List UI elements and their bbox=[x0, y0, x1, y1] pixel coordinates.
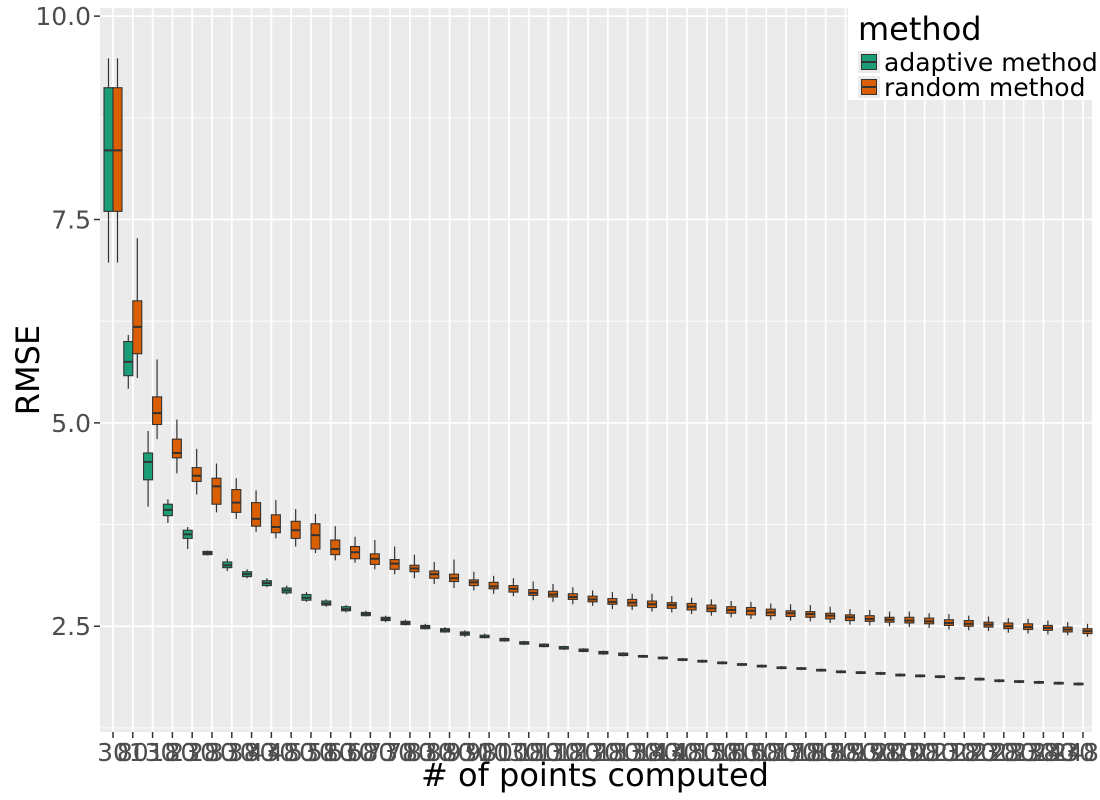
box-body bbox=[152, 396, 163, 426]
x-tick-label: 130 bbox=[129, 738, 177, 767]
x-tick-label: 580 bbox=[307, 738, 355, 767]
x-tick-label: 480 bbox=[267, 738, 315, 767]
x-tick-label: 630 bbox=[327, 738, 375, 767]
x-tick-label: 330 bbox=[208, 738, 256, 767]
x-tick-label: 1530 bbox=[675, 738, 739, 767]
x-tick-label: 530 bbox=[287, 738, 335, 767]
x-tick-label: 30 bbox=[97, 738, 129, 767]
x-tick-label: 1080 bbox=[497, 738, 561, 767]
box-body bbox=[270, 514, 281, 534]
legend-title: method bbox=[858, 10, 982, 48]
x-tick-label: 1830 bbox=[794, 738, 858, 767]
x-tick-label: 980 bbox=[465, 738, 513, 767]
box-body bbox=[330, 539, 341, 556]
plot-panel bbox=[100, 8, 1092, 732]
x-tick-label: 930 bbox=[445, 738, 493, 767]
y-tick-label: 7.5 bbox=[51, 206, 91, 235]
box-body bbox=[191, 467, 202, 482]
y-tick-label: 2.5 bbox=[51, 612, 91, 641]
x-tick-label: 2230 bbox=[952, 738, 1016, 767]
x-tick-label: 2480 bbox=[1051, 738, 1100, 767]
box-body bbox=[171, 438, 182, 459]
box-body bbox=[310, 523, 321, 550]
x-tick-label: 230 bbox=[168, 738, 216, 767]
y-tick-label: 5.0 bbox=[51, 409, 91, 438]
x-tick-label: 1030 bbox=[477, 738, 541, 767]
legend: method adaptive method random method bbox=[848, 4, 1098, 102]
x-tick-label: 1730 bbox=[754, 738, 818, 767]
box-plots bbox=[103, 58, 1093, 686]
x-tick-label: 2030 bbox=[873, 738, 937, 767]
y-tick-label: 10.0 bbox=[35, 2, 91, 31]
x-tick-label: 2180 bbox=[932, 738, 996, 767]
x-tick-label: 2130 bbox=[913, 738, 977, 767]
x-tick-label: 1630 bbox=[715, 738, 779, 767]
y-axis-title: RMSE bbox=[9, 324, 47, 416]
x-tick-label: 1280 bbox=[576, 738, 640, 767]
x-tick-label: 780 bbox=[386, 738, 434, 767]
x-tick-label: 1430 bbox=[635, 738, 699, 767]
legend-key-random bbox=[858, 76, 880, 98]
x-tick-label: 430 bbox=[248, 738, 296, 767]
x-tick-label: 80 bbox=[117, 738, 149, 767]
x-tick-label: 2280 bbox=[972, 738, 1036, 767]
legend-item-adaptive: adaptive method bbox=[858, 47, 1098, 77]
x-tick-label: 2430 bbox=[1031, 738, 1095, 767]
box-body bbox=[211, 477, 222, 505]
legend-key-adaptive bbox=[858, 51, 880, 73]
x-tick-label: 1380 bbox=[616, 738, 680, 767]
x-tick-label: 180 bbox=[149, 738, 197, 767]
x-tick-label: 680 bbox=[346, 738, 394, 767]
x-tick-label: 1930 bbox=[833, 738, 897, 767]
x-tick-label: 1980 bbox=[853, 738, 917, 767]
x-tick-label: 1480 bbox=[655, 738, 719, 767]
legend-label-adaptive: adaptive method bbox=[884, 47, 1098, 77]
x-tick-label: 2380 bbox=[1012, 738, 1076, 767]
x-tick-label: 1680 bbox=[734, 738, 798, 767]
legend-label-random: random method bbox=[884, 72, 1086, 102]
x-tick-label: 1880 bbox=[814, 738, 878, 767]
box-body bbox=[123, 340, 134, 377]
x-tick-label: 730 bbox=[366, 738, 414, 767]
box-body bbox=[143, 452, 154, 481]
x-axis-title: # of points computed bbox=[421, 756, 769, 794]
box-body bbox=[231, 489, 242, 513]
box-body bbox=[251, 502, 262, 527]
x-tick-label: 1330 bbox=[596, 738, 660, 767]
x-tick-label: 380 bbox=[228, 738, 276, 767]
x-tick-label: 280 bbox=[188, 738, 236, 767]
x-tick-label: 1780 bbox=[774, 738, 838, 767]
legend-item-random: random method bbox=[858, 72, 1086, 102]
x-tick-label: 1580 bbox=[695, 738, 759, 767]
x-tick-label: 880 bbox=[426, 738, 474, 767]
x-tick-label: 2080 bbox=[893, 738, 957, 767]
axes: 2.5 5.0 7.5 10.0 308013018023028033038043048… bbox=[35, 2, 1100, 767]
x-tick-label: 1230 bbox=[556, 738, 620, 767]
x-tick-label: 2330 bbox=[992, 738, 1056, 767]
x-tick-label: 1130 bbox=[517, 738, 581, 767]
x-tick-label: 1180 bbox=[536, 738, 600, 767]
x-tick-label: 830 bbox=[406, 738, 454, 767]
